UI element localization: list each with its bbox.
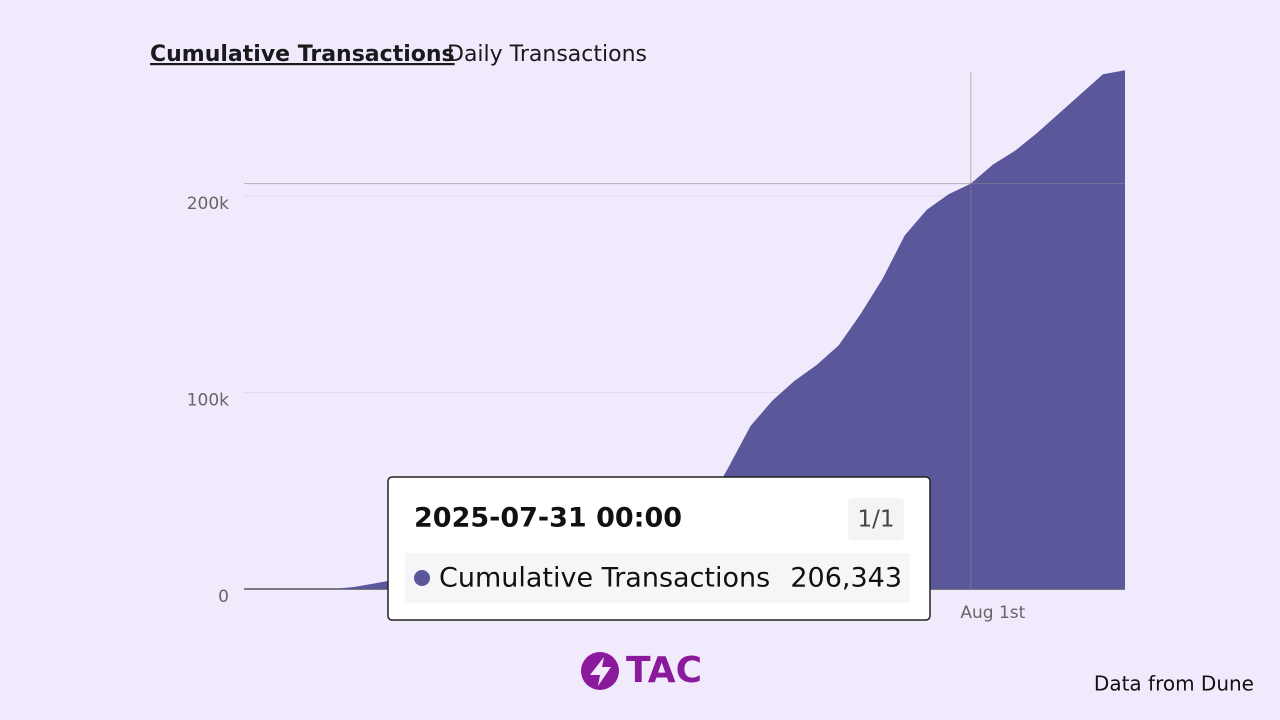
y-tick-label: 100k (187, 391, 229, 411)
legend-dot (414, 570, 430, 586)
legend-label: Cumulative Transactions (439, 563, 770, 594)
logo: TAC (581, 650, 702, 691)
logo-text: TAC (626, 650, 702, 691)
area (244, 70, 1125, 590)
counter-box (848, 498, 904, 540)
tooltip-row (405, 553, 910, 603)
plot: 0 100k 200k Aug 1st (187, 70, 1125, 623)
tooltip-value: 206,343 (790, 563, 902, 594)
logo-glyph (590, 657, 611, 686)
tooltip: 2025-07-31 00:00 1/1 Cumulative Transact… (387, 476, 931, 621)
tooltip-title: 2025-07-31 00:00 (414, 503, 682, 534)
y-tick-label: 200k (187, 194, 229, 214)
y-tick-label: 0 (218, 587, 229, 607)
tab[interactable]: Daily Transactions (447, 42, 647, 67)
tooltip-counter: 1/1 (857, 507, 894, 533)
tab-active[interactable]: Cumulative Transactions (150, 42, 455, 67)
x-tick-label: Aug 1st (960, 603, 1025, 623)
source: Data from Dune (1094, 672, 1254, 696)
